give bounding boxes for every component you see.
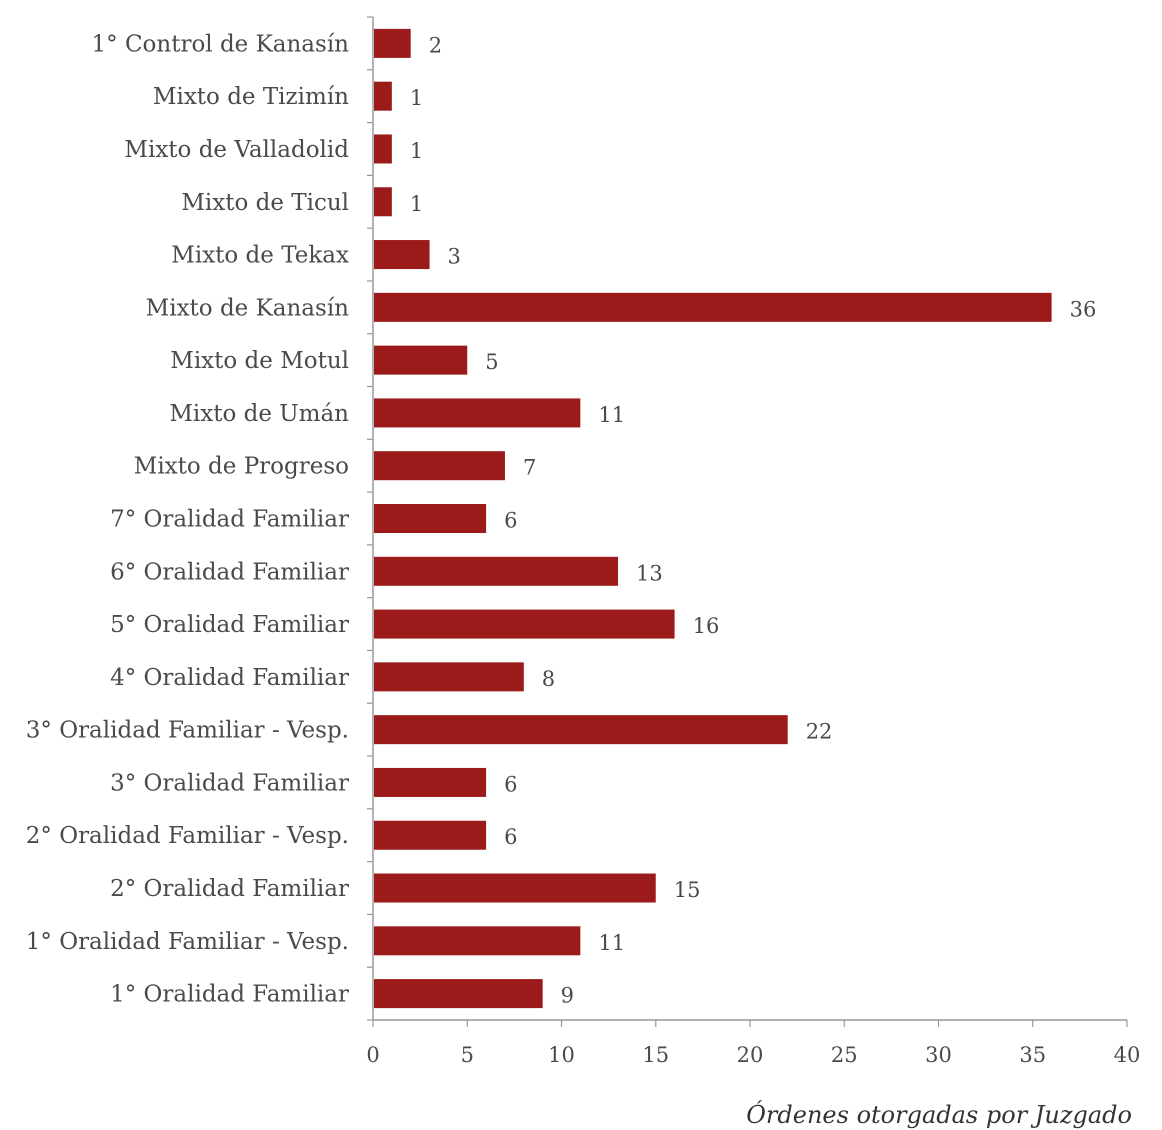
value-label: 22 — [806, 720, 833, 744]
value-label: 13 — [636, 561, 663, 585]
x-tick-label: 10 — [548, 1043, 575, 1067]
category-label: Mixto de Valladolid — [124, 137, 349, 163]
category-label: 3° Oralidad Familiar — [110, 770, 349, 796]
value-label: 11 — [598, 403, 625, 427]
category-label: Mixto de Ticul — [181, 190, 349, 216]
x-tick-label: 30 — [925, 1043, 952, 1067]
bar — [374, 873, 656, 903]
bar — [374, 240, 430, 270]
category-label: 2° Oralidad Familiar - Vesp. — [26, 823, 349, 849]
bar — [374, 609, 675, 639]
category-label: 5° Oralidad Familiar — [110, 612, 349, 638]
bar-chart: 1° Control de Kanasín 2 Mixto de Tizimín 1 M… — [26, 16, 1141, 1067]
value-label: 1 — [410, 139, 423, 163]
category-label: 1° Control de Kanasín — [92, 31, 350, 57]
category-label: Mixto de Tizimín — [153, 84, 349, 110]
bar — [374, 187, 392, 217]
x-tick-label: 5 — [461, 1043, 474, 1067]
chart-caption: Órdenes otorgadas por Juzgado — [746, 1101, 1132, 1130]
value-label: 6 — [504, 825, 517, 849]
bar — [374, 28, 411, 58]
bar — [374, 504, 487, 533]
value-label: 1 — [410, 86, 423, 110]
value-label: 16 — [693, 614, 720, 638]
bar — [374, 926, 581, 956]
bar — [374, 292, 1052, 322]
category-label: 6° Oralidad Familiar — [110, 559, 349, 585]
x-tick-label: 0 — [366, 1043, 379, 1067]
value-label: 7 — [523, 456, 536, 480]
category-label: 4° Oralidad Familiar — [110, 665, 349, 691]
category-label: 1° Oralidad Familiar — [110, 982, 349, 1008]
bar — [374, 715, 788, 745]
category-label: 3° Oralidad Familiar - Vesp. — [26, 718, 349, 744]
bar — [374, 451, 505, 481]
category-label: Mixto de Motul — [170, 348, 349, 374]
value-label: 1 — [410, 192, 423, 216]
category-label: 7° Oralidad Familiar — [110, 507, 349, 533]
bar — [374, 662, 524, 692]
x-tick-label: 35 — [1019, 1043, 1046, 1067]
value-label: 8 — [542, 667, 555, 691]
bar — [374, 345, 468, 375]
category-label: 2° Oralidad Familiar — [110, 876, 349, 902]
value-label: 15 — [674, 878, 701, 902]
bar — [374, 979, 543, 1009]
value-label: 36 — [1070, 297, 1097, 321]
bar — [374, 134, 392, 164]
x-tick-label: 40 — [1114, 1043, 1141, 1067]
category-label: Mixto de Umán — [169, 401, 349, 427]
bar — [374, 556, 619, 586]
category-label: Mixto de Tekax — [171, 243, 349, 269]
value-label: 6 — [504, 772, 517, 796]
x-tick-label: 20 — [737, 1043, 764, 1067]
category-label: 1° Oralidad Familiar - Vesp. — [26, 929, 349, 955]
value-label: 6 — [504, 509, 517, 533]
value-label: 2 — [429, 33, 442, 57]
category-label: Mixto de Kanasín — [146, 295, 350, 321]
value-label: 3 — [448, 245, 461, 269]
bar — [374, 767, 487, 797]
bar — [374, 81, 392, 111]
category-label: Mixto de Progreso — [134, 454, 349, 480]
x-tick-label: 25 — [831, 1043, 858, 1067]
value-label: 5 — [485, 350, 498, 374]
x-tick-label: 15 — [642, 1043, 669, 1067]
bar — [374, 820, 487, 850]
value-label: 9 — [561, 984, 574, 1008]
bar — [374, 398, 581, 428]
value-label: 11 — [598, 931, 625, 955]
